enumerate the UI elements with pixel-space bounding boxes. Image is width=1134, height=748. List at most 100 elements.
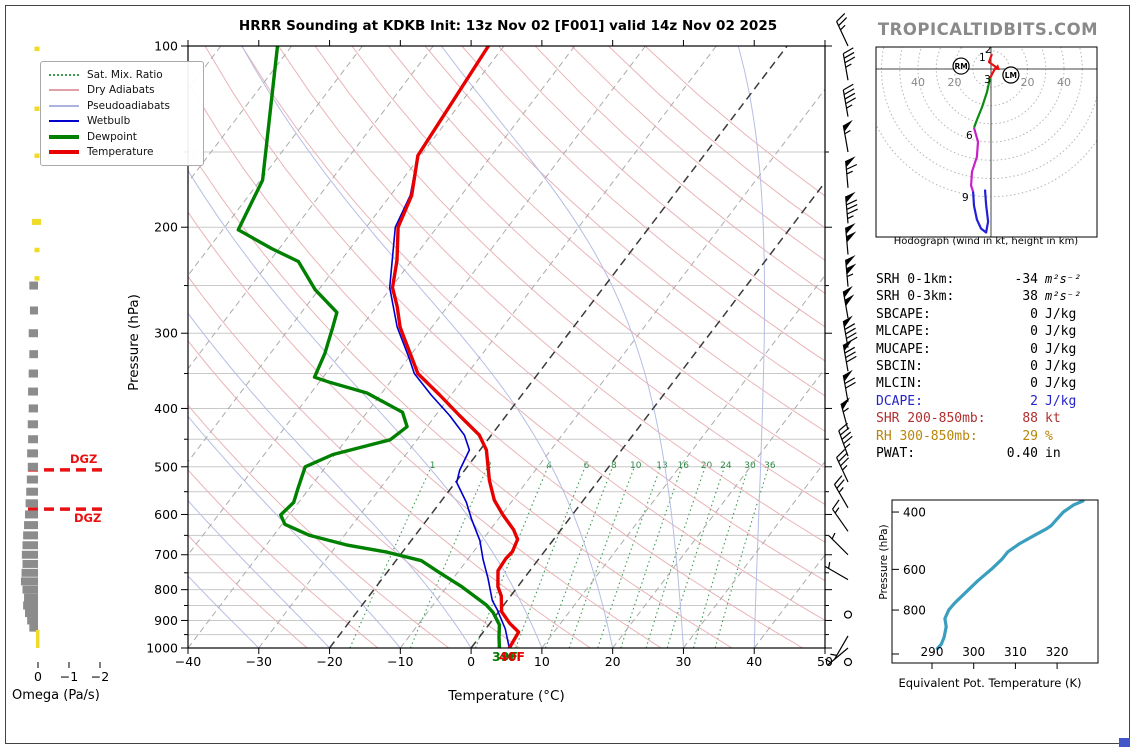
dry-adiabat-line — [188, 80, 803, 648]
thetae-pressure-label: Pressure (hPa) — [878, 524, 890, 600]
stat-value: 0 — [1030, 324, 1038, 340]
legend-item-label: Dry Adiabats — [87, 84, 155, 97]
omega-bar — [28, 435, 38, 444]
pressure-tick-label: 900 — [154, 613, 178, 628]
legend-item-label: Wetbulb — [87, 115, 131, 128]
omega-bar — [25, 499, 38, 508]
isotherm-line — [188, 46, 646, 648]
pseudoadiabat-line — [241, 46, 614, 648]
skewt-plot-area: 1 2 4 6 8 10 13 16 20 24 30 36 — [188, 46, 825, 648]
omega-bar — [22, 559, 38, 568]
dry-adiabat-line — [351, 46, 825, 469]
dry-adiabat-line — [188, 404, 450, 648]
thetae-pressure-tick-label: 400 — [903, 506, 926, 520]
dry-adiabat-line — [188, 534, 308, 648]
stat-row: SBCAPE: 0 J/kg — [876, 306, 1128, 323]
stat-unit: J/kg — [1045, 306, 1077, 322]
wind-barb — [836, 448, 850, 483]
legend-item: Dry Adiabats — [49, 83, 195, 99]
omega-bar — [28, 387, 38, 396]
omega-highlight — [34, 247, 40, 253]
isotherm-line — [399, 88, 825, 648]
stat-unit: in — [1045, 446, 1061, 462]
legend-item-label: Temperature — [87, 146, 154, 159]
mixing-ratio-label: 36 — [764, 461, 776, 471]
thetae-temp-tick-label: 290 — [921, 645, 944, 659]
omega-bar — [28, 369, 38, 378]
wind-barb — [824, 561, 849, 581]
stat-label: SRH 0-1km: — [876, 272, 955, 287]
wind-barb — [845, 191, 858, 224]
wind-barb — [842, 369, 856, 402]
pressure-tick-label: 800 — [154, 582, 178, 597]
thetae-plot — [935, 500, 1085, 651]
stat-value: 0 — [1030, 306, 1038, 322]
wind-barb — [824, 647, 849, 666]
stat-label: DCAPE: — [876, 393, 923, 409]
omega-highlight — [32, 218, 41, 225]
storm-motion-arrow — [993, 64, 1001, 70]
stat-row: MLCAPE: 0 J/kg — [876, 323, 1128, 340]
dry-adiabat-line — [534, 46, 825, 294]
stat-row: MLCIN: 0 J/kg — [876, 375, 1128, 392]
mixing-ratio-label: 10 — [630, 461, 642, 471]
pseudoadiabat-line — [188, 312, 472, 648]
omega-bar — [29, 281, 38, 290]
wind-barb — [842, 285, 855, 319]
wind-barb — [833, 475, 849, 509]
omega-axis-label: Omega (Pa/s) — [12, 688, 100, 703]
wind-barb — [842, 83, 856, 117]
hodograph-border — [875, 46, 1098, 238]
legend-item: Pseudoadiabats — [49, 98, 195, 114]
stat-label: PWAT: — [876, 446, 916, 462]
omega-bar — [23, 601, 38, 610]
stat-row: SBCIN: 0 J/kg — [876, 358, 1128, 375]
temperature-tick-label: −10 — [387, 654, 413, 669]
stat-unit: m²s⁻² — [1045, 272, 1082, 286]
omega-bar — [27, 420, 38, 429]
mixing-ratio-line — [349, 466, 432, 648]
pressure-tick-label: 100 — [154, 39, 178, 54]
omega-bar — [28, 404, 38, 413]
hodograph-ring-label: 20 — [1021, 76, 1035, 89]
stat-label: SBCIN: — [876, 359, 923, 375]
mixing-ratio-line — [666, 466, 726, 648]
thetae-border — [891, 499, 1099, 664]
stat-unit: J/kg — [1045, 324, 1077, 340]
omega-highlight — [36, 630, 40, 648]
legend-item-label: Pseudoadiabats — [87, 99, 170, 112]
omega-bar — [28, 329, 38, 338]
isotherm-line — [188, 46, 505, 463]
omega-highlight — [34, 46, 40, 52]
legend-item: Sat. Mix. Ratio — [49, 67, 195, 83]
thetae-curve — [935, 500, 1085, 651]
stat-row: SHR 200-850mb: 88 kt — [876, 410, 1128, 427]
legend-line-sample — [49, 134, 79, 139]
omega-bar — [24, 593, 38, 602]
mixing-ratio-label: 6 — [584, 461, 590, 471]
temperature-tick-label: 0 — [467, 654, 475, 669]
stat-label: MUCAPE: — [876, 341, 931, 357]
pseudoadiabat-line — [188, 499, 330, 648]
stat-unit: J/kg — [1045, 393, 1077, 409]
pressure-tick-label: 700 — [154, 547, 178, 562]
hodograph-ring-label: 20 — [948, 76, 962, 89]
legend-item: Wetbulb — [49, 114, 195, 130]
omega-bar — [26, 475, 38, 484]
wind-barb — [843, 610, 853, 619]
legend-item-label: Dewpoint — [87, 130, 137, 143]
thetae-pressure-tick-label: 600 — [903, 563, 926, 577]
legend-item: Temperature — [49, 145, 195, 161]
isotherm-line-bold — [328, 46, 788, 648]
stat-value: 2 — [1030, 393, 1038, 409]
dry-adiabat-line — [188, 211, 662, 648]
dry-adiabat-line — [277, 46, 825, 543]
omega-bar — [22, 541, 38, 550]
omega-bar — [29, 350, 38, 359]
temperature-tick-label: 10 — [534, 654, 550, 669]
pseudoadiabat-line — [188, 575, 260, 648]
mixing-ratio-label: 16 — [678, 461, 690, 471]
legend-line-sample — [49, 89, 79, 92]
